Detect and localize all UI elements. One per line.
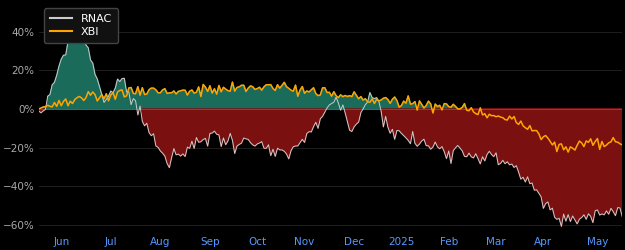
- Legend: RNAC, XBI: RNAC, XBI: [44, 8, 118, 43]
